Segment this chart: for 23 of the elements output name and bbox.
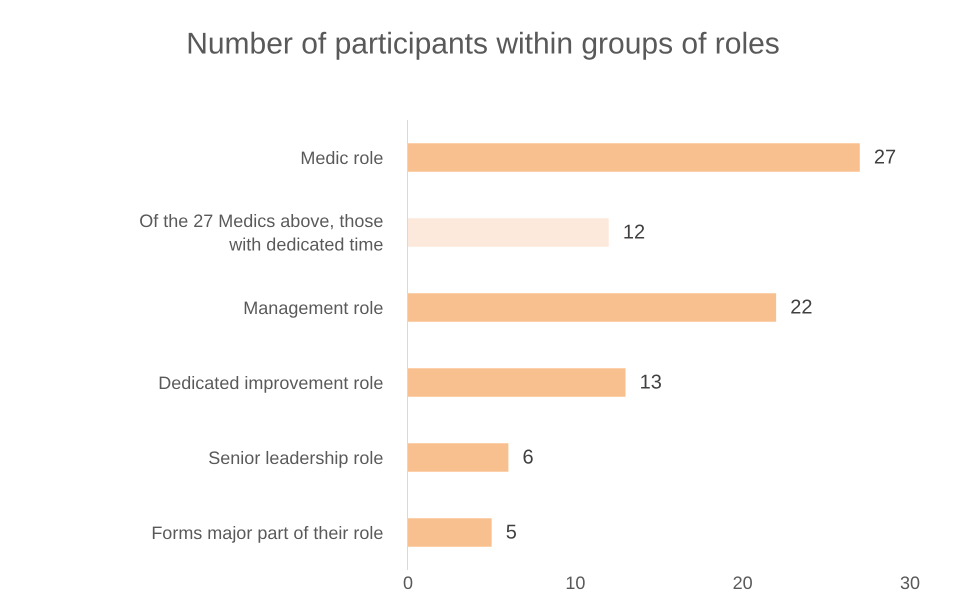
bar <box>408 443 508 472</box>
bar <box>408 293 776 322</box>
data-label: 13 <box>628 372 662 394</box>
bar <box>408 218 609 247</box>
data-label: 27 <box>862 146 896 168</box>
chart-title: Number of participants within groups of roles <box>186 27 780 60</box>
y-tick-label: Senior leadership role <box>208 448 384 468</box>
y-tick-label: Forms major part of their role <box>151 522 384 543</box>
bar <box>408 368 626 397</box>
x-tick-label: 20 <box>732 573 753 593</box>
y-tick-label: Dedicated improvement role <box>158 372 384 393</box>
x-tick-label: 10 <box>565 573 586 593</box>
data-label: 5 <box>494 522 517 544</box>
data-label: 12 <box>612 222 646 244</box>
y-tick-label: Management role <box>243 298 384 318</box>
y-tick-label: Medic role <box>300 148 384 168</box>
x-tick-label: 0 <box>402 573 414 593</box>
bar <box>408 518 492 547</box>
data-label: 22 <box>779 296 812 318</box>
x-tick-label: 30 <box>900 573 920 593</box>
data-label: 6 <box>511 446 534 468</box>
y-tick-label: Of the 27 Medics above, those with dedicated time <box>139 211 384 254</box>
bar <box>408 143 860 172</box>
